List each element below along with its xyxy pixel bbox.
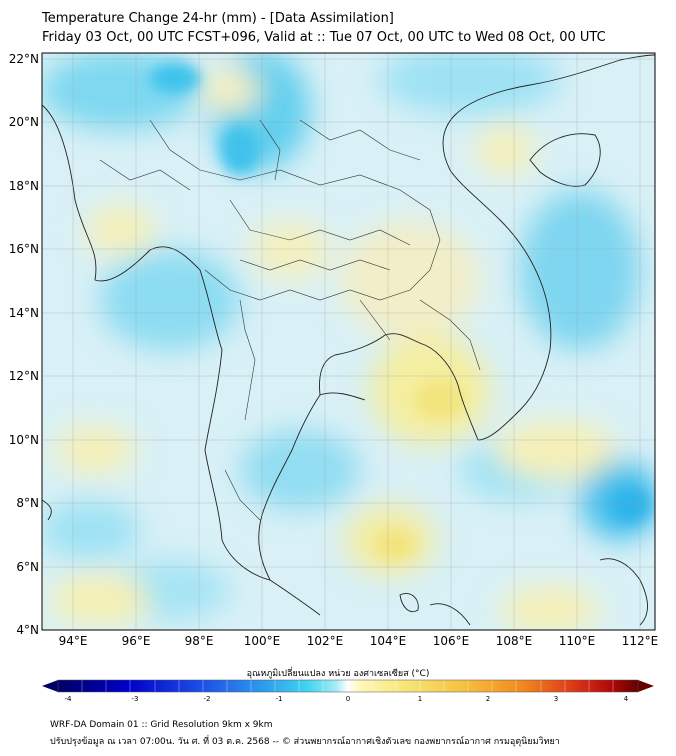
lat-label: 20°N xyxy=(9,115,39,129)
map-subtitle: Friday 03 Oct, 00 UTC FCST+096, Valid at… xyxy=(42,30,606,45)
lon-label: 98°E xyxy=(185,634,214,648)
colorbar-title: อุณหภูมิเปลี่ยนแปลง หน่วย องศาเซลเซียส (… xyxy=(246,669,430,679)
lon-label: 100°E xyxy=(244,634,281,648)
lat-label: 12°N xyxy=(9,369,39,383)
lon-label: 112°E xyxy=(622,634,659,648)
lat-label: 18°N xyxy=(9,179,39,193)
colorbar-tick-label: 0 xyxy=(346,695,350,703)
colorbar-tick-label: 4 xyxy=(624,695,629,703)
lat-label: 16°N xyxy=(9,242,39,256)
colorbar-tick-label: -3 xyxy=(132,695,139,703)
lon-label: 104°E xyxy=(370,634,407,648)
lon-label: 102°E xyxy=(307,634,344,648)
gridlines xyxy=(42,53,655,630)
lon-label: 108°E xyxy=(496,634,533,648)
lat-label: 8°N xyxy=(16,496,39,510)
triangle-left-icon xyxy=(42,680,58,692)
temperature-change-field xyxy=(42,53,655,630)
footer-model-info: WRF-DA Domain 01 :: Grid Resolution 9km … xyxy=(50,720,273,730)
colorbar-tick-label: 3 xyxy=(554,695,558,703)
triangle-right-icon xyxy=(638,680,654,692)
colorbar: -4 -3 -2 -1 0 1 2 3 4 xyxy=(42,679,654,703)
lat-label: 4°N xyxy=(16,623,39,637)
footer-credit: ปรับปรุงข้อมูล ณ เวลา 07:00น. วัน ศ. ที่… xyxy=(50,737,560,747)
colorbar-tick-label: 1 xyxy=(418,695,422,703)
map-frame xyxy=(41,52,656,631)
lat-label: 6°N xyxy=(16,560,39,574)
lon-label: 96°E xyxy=(122,634,151,648)
lon-label: 106°E xyxy=(433,634,470,648)
map-title: Temperature Change 24-hr (mm) - [Data As… xyxy=(42,11,394,26)
lon-label: 94°E xyxy=(59,634,88,648)
colorbar-tick-label: -1 xyxy=(276,695,283,703)
lat-label: 10°N xyxy=(9,433,39,447)
lat-label: 22°N xyxy=(9,52,39,66)
colorbar-tick-label: -2 xyxy=(204,695,211,703)
lat-label: 14°N xyxy=(9,306,39,320)
colorbar-tick-label: 2 xyxy=(486,695,490,703)
colorbar-tick-label: -4 xyxy=(65,695,73,703)
lon-label: 110°E xyxy=(559,634,596,648)
admin-boundaries xyxy=(99,119,481,521)
